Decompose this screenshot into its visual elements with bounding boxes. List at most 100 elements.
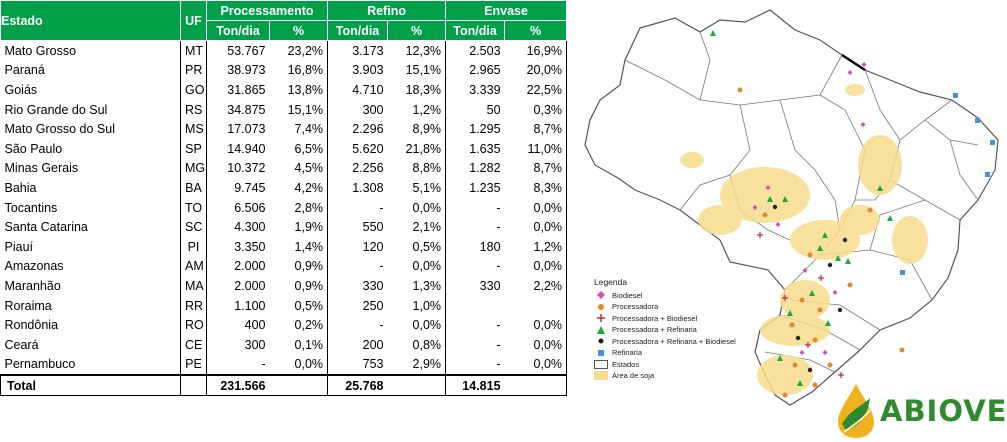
soy-area — [680, 84, 928, 395]
cell-estado: Mato Grosso do Sul — [4, 122, 115, 137]
cell-env-ton: - — [445, 217, 505, 237]
cell-ref-pct: 2,1% — [412, 220, 442, 235]
legend-item: Processadora + Refinaria + Biodiesel — [594, 336, 794, 348]
cell-proc-ton: 3.350 — [234, 239, 266, 254]
legend-circle-icon — [594, 303, 608, 311]
legend-dot-icon — [594, 337, 608, 345]
cell-estado: Piauí — [4, 239, 34, 254]
cell-proc-pct: 0,9% — [294, 278, 324, 293]
subheader-ref-ton: Ton/dia — [327, 20, 389, 41]
cell-proc-ton: 4.300 — [234, 220, 266, 235]
cell-env-ton: 1.235 — [445, 178, 505, 198]
cell-ref-ton: 200 — [327, 334, 388, 355]
cell-env-pct: 0,0% — [504, 256, 568, 277]
header-uf: UF — [180, 0, 207, 41]
legend-items: Biodiesel Processadora Processadora + Biod… — [594, 290, 794, 382]
table-row: Ceará CE 300 0,1% 200 0,8% -0,0% — [1, 334, 568, 355]
cell-proc-ton: 34.875 — [227, 102, 266, 117]
legend-item: Área de soja — [594, 370, 794, 382]
cell-estado: Minas Gerais — [4, 161, 79, 176]
table-row: Mato Grosso MT 53.767 23,2% 3.173 12,3% 2.503 1… — [1, 40, 568, 61]
cell-estado: Rondônia — [4, 318, 59, 333]
cell-proc-ton: 38.973 — [227, 63, 266, 78]
cell-uf: RR — [180, 295, 207, 316]
header-envase: Envase — [445, 0, 568, 21]
cell-env-ton: - — [445, 256, 505, 277]
table-row: Amazonas AM 2.000 0,9% -0,0% -0,0% — [1, 256, 568, 277]
cell-ref-pct: 1,2% — [412, 102, 442, 117]
cell-ref-ton: 330 — [327, 276, 388, 296]
cell-estado: Goiás — [4, 82, 38, 97]
cell-ref-pct: 15,1% — [405, 63, 442, 78]
cell-uf: MS — [180, 119, 207, 139]
cell-ref-ton: 300 — [327, 99, 388, 120]
cell-ref-ton: 3.173 — [327, 40, 388, 61]
cell-env-pct: 2,2% — [504, 276, 568, 296]
cell-env-pct: 22,5% — [504, 80, 568, 100]
cell-env-pct: 16,9% — [504, 40, 568, 61]
cell-proc-pct: 23,2% — [287, 43, 324, 58]
cell-estado: Ceará — [4, 337, 39, 352]
cell-proc-pct: 13,8% — [287, 82, 324, 97]
table-row: Goiás GO 31.865 13,8% 4.710 18,3% 3.339 22,5% — [1, 80, 568, 100]
cell-env-pct: 8,7% — [504, 158, 568, 179]
cell-uf: CE — [180, 334, 207, 355]
cell-uf: PI — [180, 236, 207, 257]
cell-env-pct: 0,3% — [504, 99, 568, 120]
cell-estado: Roraima — [4, 298, 52, 313]
cell-proc-pct: 0,0% — [294, 357, 324, 372]
legend-square-icon — [594, 349, 608, 357]
cell-ref-ton: - — [327, 197, 388, 218]
cell-uf: MA — [180, 276, 207, 296]
cell-ref-pct: 1,0% — [412, 298, 442, 313]
table-row: Tocantins TO 6.506 2,8% -0,0% -0,0% — [1, 197, 568, 218]
cell-estado: Pernambuco — [4, 357, 76, 372]
table-row: Mato Grosso do Sul MS 17.073 7,4% 2.296 8,9% 1… — [1, 119, 568, 139]
legend-item-label: Processadora — [612, 302, 659, 311]
cell-proc-ton: 17.073 — [227, 122, 266, 137]
cell-env-pct: 8,7% — [504, 119, 568, 139]
cell-uf: GO — [180, 80, 207, 100]
north-border-segment — [841, 53, 866, 72]
cell-proc-pct: 1,9% — [294, 220, 324, 235]
table-row: Minas Gerais MG 10.372 4,5% 2.256 8,8% 1.282 8,… — [1, 158, 568, 179]
cell-proc-ton: 2.000 — [234, 259, 266, 274]
cell-ref-ton: 120 — [327, 236, 388, 257]
cell-ref-ton: 550 — [327, 217, 388, 237]
abiove-logo-text: ABIOVE — [880, 394, 1007, 428]
legend-title: Legenda — [594, 277, 628, 287]
cell-proc-pct: 1,4% — [294, 239, 324, 254]
legend-item-label: Processadora + Refinaria + Biodiesel — [612, 336, 736, 346]
legend-item: Processadora — [594, 301, 794, 313]
cell-uf: BA — [180, 178, 207, 198]
cell-estado: São Paulo — [4, 141, 63, 156]
legend-item: Estados — [594, 359, 794, 371]
cell-ref-pct: 21,8% — [405, 141, 442, 156]
cell-uf: RO — [180, 315, 207, 335]
cell-env-pct: 0,0% — [504, 334, 568, 355]
subheader-env-pct: % — [504, 20, 568, 41]
abiove-logo: ABIOVE — [832, 380, 1007, 440]
cell-proc-pct: 0,1% — [294, 337, 324, 352]
cell-ref-pct: 8,8% — [412, 161, 442, 176]
subheader-proc-ton: Ton/dia — [206, 20, 270, 41]
legend-item: Biodiesel — [594, 290, 794, 302]
cell-env-ton: 1.635 — [445, 138, 505, 159]
cell-env-ton: 330 — [445, 276, 505, 296]
cell-ref-ton: 2.296 — [327, 119, 388, 139]
table-row: Maranhão MA 2.000 0,9% 330 1,3% 330 2,2% — [1, 276, 568, 296]
cell-env-ton: 1.295 — [445, 119, 505, 139]
cell-env-ton — [445, 295, 505, 316]
cell-ref-pct: 8,9% — [412, 122, 442, 137]
subheader-proc-pct: % — [268, 20, 329, 41]
cell-ref-ton: 4.710 — [327, 80, 388, 100]
subheader-ref-pct: % — [387, 20, 447, 41]
legend-item-label: Processadora + Refinaria — [612, 325, 697, 334]
cell-ref-pct: 18,3% — [405, 82, 442, 97]
cell-ref-pct: 5,1% — [412, 180, 442, 195]
cell-estado: Mato Grosso — [4, 43, 77, 58]
total-env-pct — [504, 374, 568, 397]
legend-triangle-icon — [594, 325, 608, 334]
cell-env-pct: 0,0% — [504, 315, 568, 335]
cell-ref-ton: - — [327, 315, 388, 335]
